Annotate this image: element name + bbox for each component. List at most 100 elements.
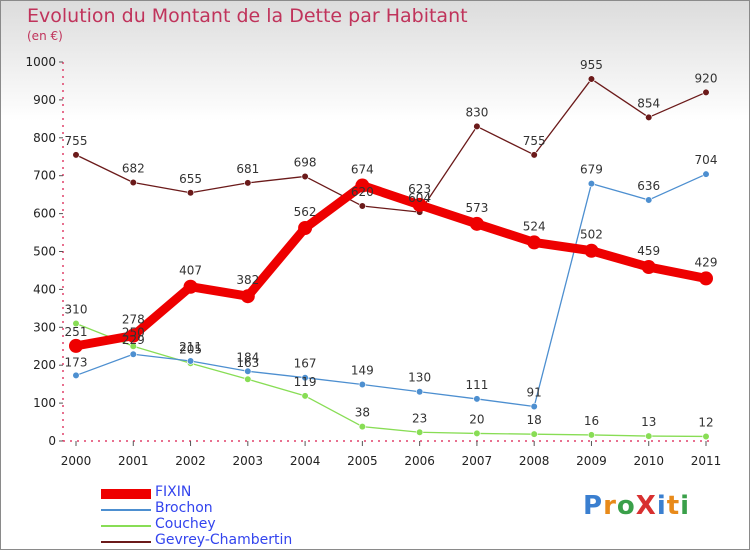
data-label-brochon: 229: [122, 333, 145, 347]
data-label-couchey: 23: [412, 411, 427, 425]
point-fixin: [298, 221, 313, 236]
point-gevrey-chambertin: [129, 178, 137, 187]
axes: 0 100 200 300 400 500 600 700 800 900 1000 2000 2001…: [25, 55, 721, 468]
data-label-fixin: 674: [351, 163, 374, 177]
point-couchey: [587, 431, 596, 439]
data-label-couchey: 163: [236, 356, 259, 370]
data-label-brochon: 211: [179, 340, 202, 354]
data-labels: 755 682 655 681 698 620 604 830 755 955 854 920 310 2…: [65, 58, 718, 429]
series-line-brochon: [75, 173, 707, 408]
data-label-couchey: 119: [294, 375, 317, 389]
data-label-couchey: 250: [122, 325, 145, 339]
x-tick-label: 2008: [519, 454, 550, 468]
data-label-brochon: 184: [236, 350, 259, 364]
point-fixin: [469, 216, 484, 231]
y-tick-label: 200: [33, 358, 56, 372]
data-label-couchey: 310: [65, 303, 88, 317]
data-label-brochon: 704: [695, 153, 718, 167]
point-couchey: [358, 422, 366, 431]
x-tick-label: 2011: [691, 454, 722, 468]
point-fixin: [240, 289, 255, 304]
data-label-couchey: 12: [698, 415, 713, 429]
point-brochon: [530, 402, 538, 411]
data-label-brochon: 679: [580, 163, 603, 177]
data-label-fixin: 459: [637, 244, 660, 258]
data-label-gevrey-chambertin: 955: [580, 58, 603, 72]
point-fixin: [527, 235, 542, 250]
proxiti-logo: ProXiti: [583, 491, 691, 521]
x-tick-label: 2009: [576, 454, 607, 468]
data-label-fixin: 573: [465, 201, 488, 215]
point-fixin: [69, 338, 83, 353]
point-gevrey-chambertin: [587, 75, 596, 83]
point-fixin: [699, 271, 713, 286]
data-label-gevrey-chambertin: 830: [465, 105, 488, 119]
series-layer: [69, 75, 713, 441]
point-brochon: [186, 357, 195, 365]
point-couchey: [645, 432, 653, 440]
data-label-gevrey-chambertin: 604: [408, 191, 431, 205]
x-tick-label: 2005: [347, 454, 378, 468]
data-label-fixin: 278: [122, 313, 145, 327]
y-tick-label: 0: [48, 434, 56, 448]
series-line-gevrey-chambertin: [75, 78, 707, 213]
data-label-gevrey-chambertin: 920: [695, 71, 718, 85]
data-label-couchey: 13: [641, 415, 656, 429]
y-tick-label: 1000: [25, 55, 56, 69]
series-line-fixin: [71, 181, 711, 351]
y-tick-label: 400: [33, 282, 56, 296]
y-tick-label: 100: [33, 396, 56, 410]
point-brochon: [301, 374, 309, 382]
point-brochon: [645, 196, 653, 204]
legend-label: FIXIN: [155, 484, 192, 500]
point-gevrey-chambertin: [702, 88, 710, 96]
point-gevrey-chambertin: [186, 189, 195, 197]
point-gevrey-chambertin: [72, 151, 80, 159]
data-label-couchey: 205: [179, 342, 202, 356]
point-brochon: [587, 180, 596, 188]
point-brochon: [702, 170, 710, 178]
data-label-gevrey-chambertin: 854: [637, 96, 660, 110]
legend-item-fixin: FIXIN: [101, 484, 341, 501]
point-gevrey-chambertin: [244, 179, 252, 187]
point-brochon: [72, 371, 80, 380]
point-couchey: [244, 375, 252, 383]
legend-label: Brochon: [155, 500, 213, 516]
data-label-fixin: 623: [408, 182, 431, 196]
point-brochon: [129, 350, 137, 358]
legend-swatch: [101, 489, 151, 499]
y-tick-label: 300: [33, 320, 56, 334]
legend-swatch: [101, 509, 151, 511]
point-fixin: [126, 328, 141, 343]
data-label-brochon: 149: [351, 364, 374, 378]
x-tick-label: 2006: [404, 454, 435, 468]
data-label-gevrey-chambertin: 681: [236, 162, 259, 176]
point-gevrey-chambertin: [301, 172, 309, 181]
point-brochon: [358, 380, 366, 389]
x-tick-label: 2010: [633, 454, 664, 468]
data-label-couchey: 18: [527, 413, 542, 427]
point-fixin: [183, 279, 198, 294]
y-tick-label: 800: [33, 131, 56, 145]
point-gevrey-chambertin: [530, 151, 538, 159]
legend-item-brochon: Brochon: [101, 500, 341, 517]
point-brochon: [416, 388, 424, 396]
data-label-couchey: 16: [584, 414, 599, 428]
y-tick-label: 700: [33, 169, 56, 183]
point-couchey: [129, 342, 137, 350]
legend-item-gevrey-chambertin: Gevrey-Chambertin: [101, 532, 341, 549]
data-label-fixin: 407: [179, 264, 202, 278]
data-label-gevrey-chambertin: 755: [523, 134, 546, 148]
point-brochon: [473, 395, 481, 403]
point-gevrey-chambertin: [473, 122, 481, 131]
data-label-brochon: 91: [527, 386, 542, 400]
point-couchey: [301, 392, 309, 400]
point-brochon: [244, 367, 252, 375]
data-label-gevrey-chambertin: 755: [65, 134, 88, 148]
point-fixin: [641, 260, 656, 275]
x-tick-label: 2004: [290, 454, 321, 468]
data-label-brochon: 130: [408, 371, 431, 385]
x-tick-label: 2000: [61, 454, 92, 468]
y-tick-label: 600: [33, 207, 56, 221]
